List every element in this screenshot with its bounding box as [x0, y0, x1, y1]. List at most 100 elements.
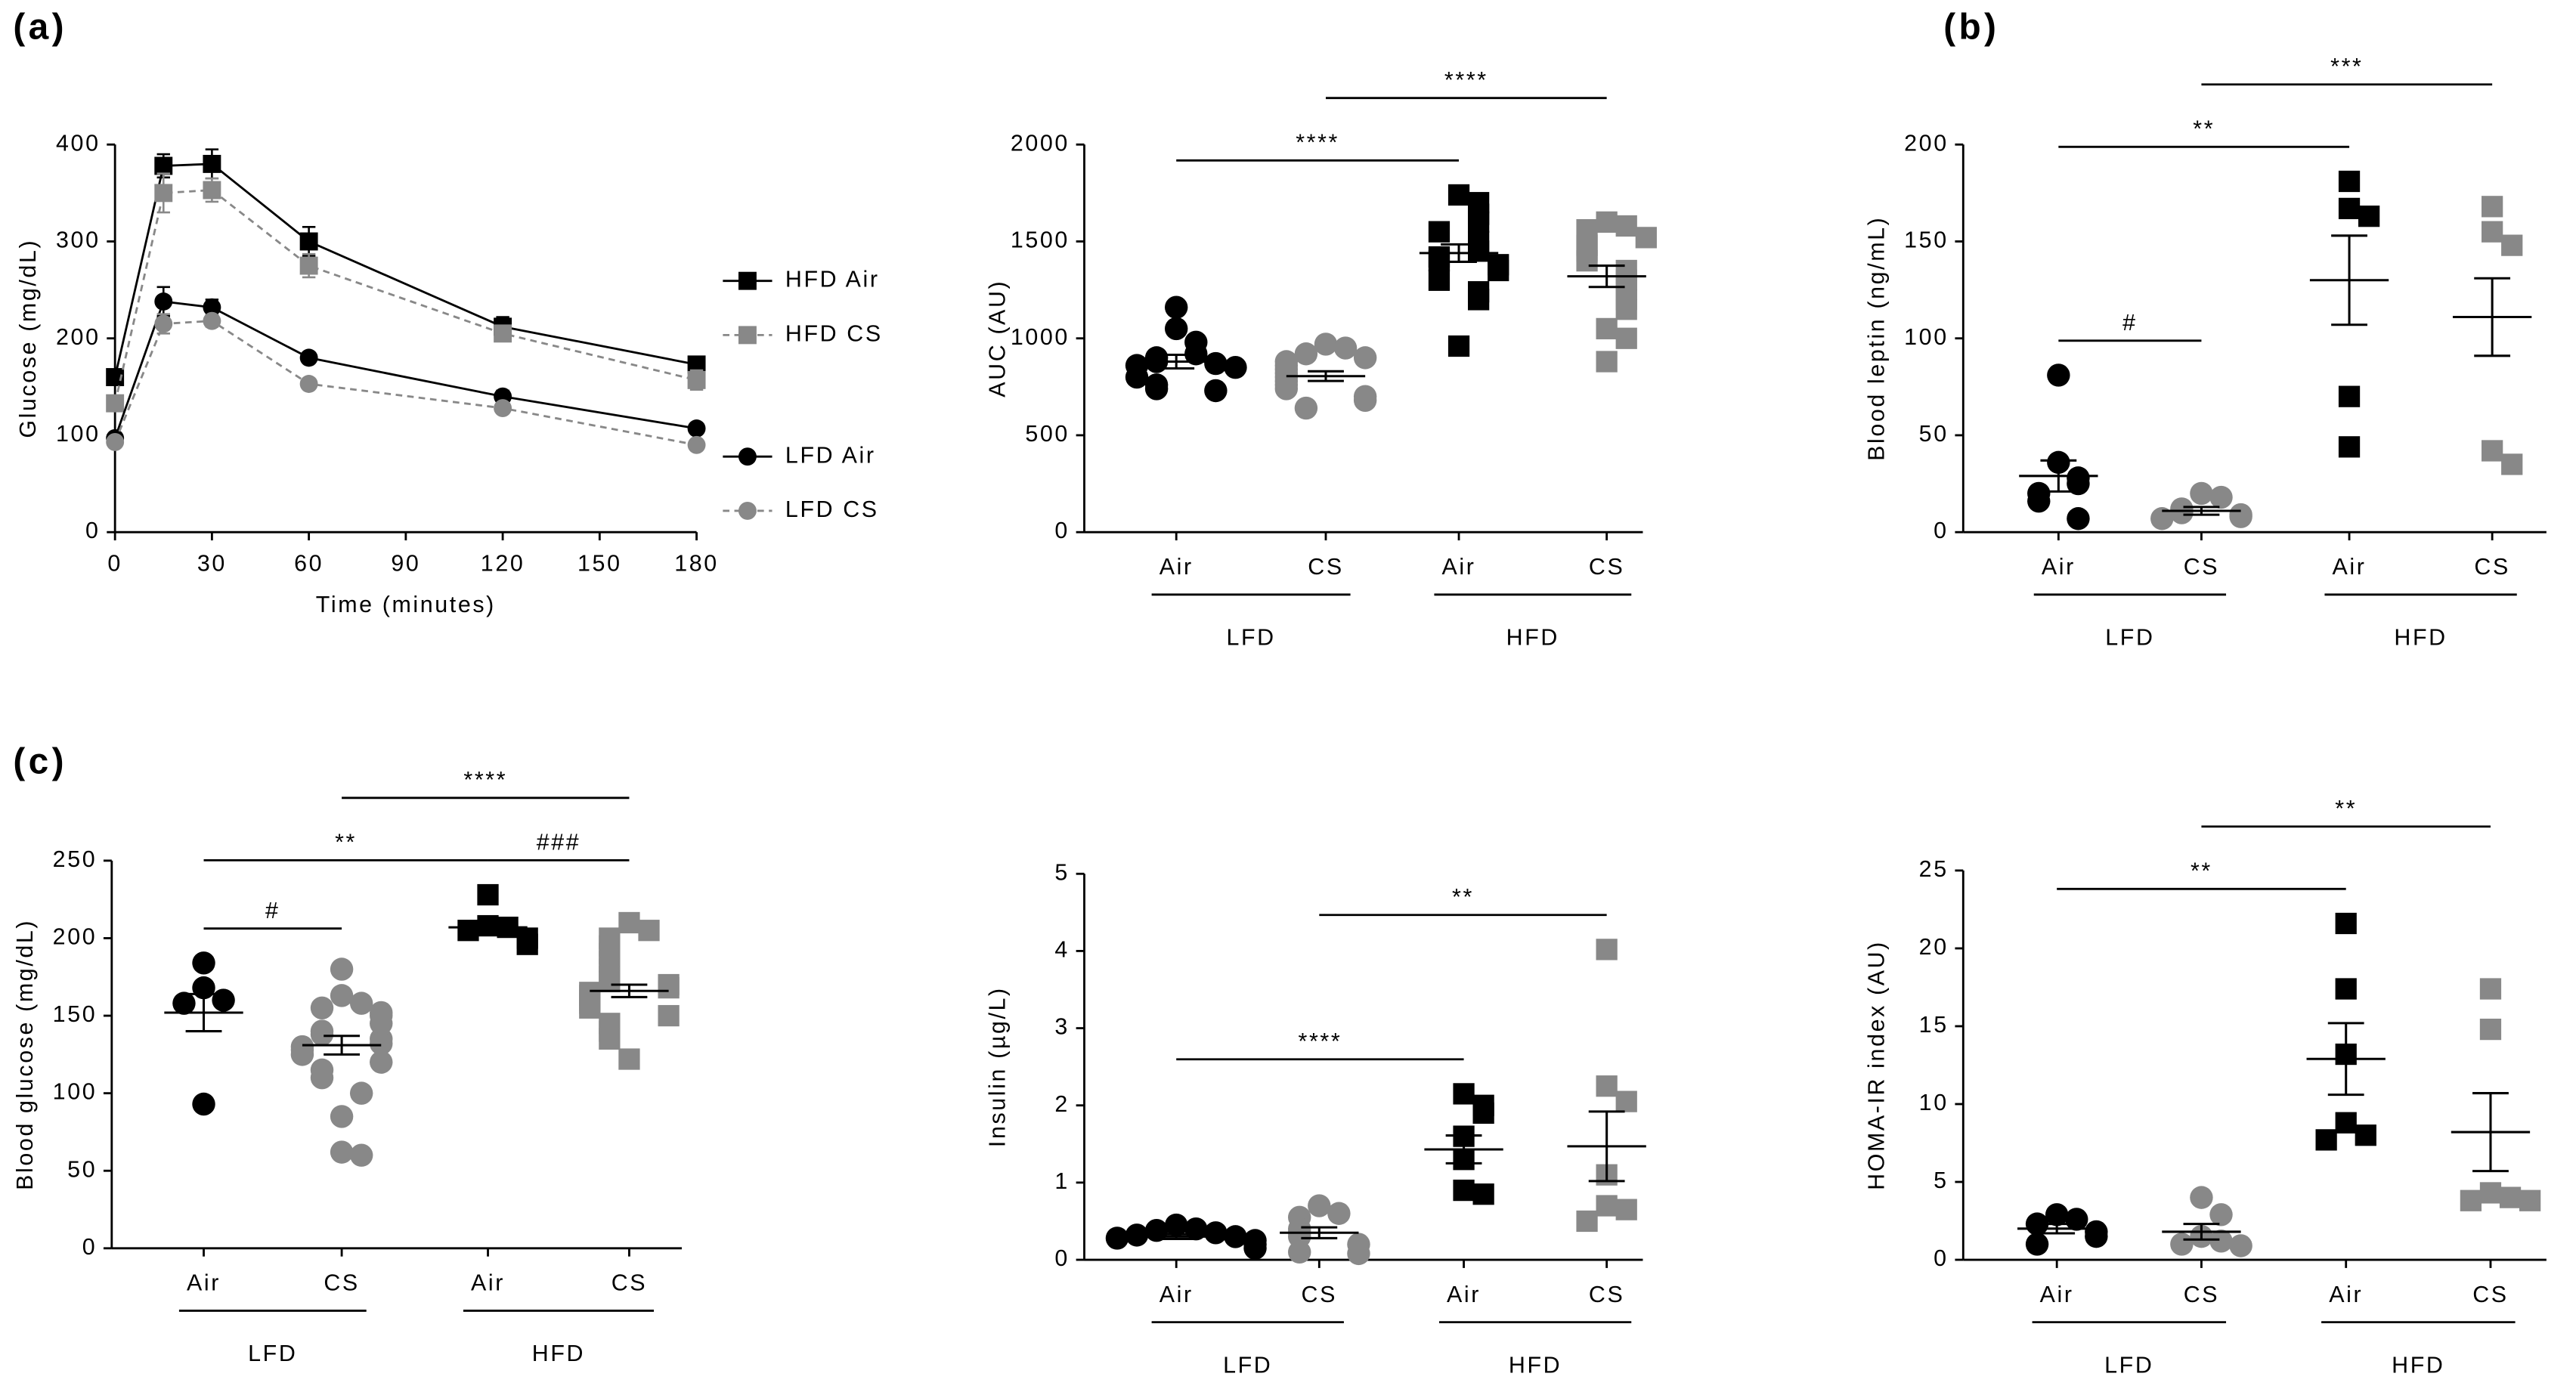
sem-bar: [1441, 243, 1477, 263]
significance-label: **: [335, 830, 357, 855]
square-marker: [2479, 978, 2502, 1000]
series-line: [113, 162, 697, 378]
y-tick-label: 0: [85, 518, 101, 543]
square-marker: [2355, 1124, 2376, 1146]
square-marker: [154, 184, 173, 203]
square-marker: [154, 156, 173, 175]
circle-marker: [349, 1081, 373, 1105]
circle-marker: [2190, 1186, 2213, 1209]
circle-marker: [1105, 1227, 1129, 1250]
y-tick-label: 150: [53, 1001, 98, 1027]
sem-bar: [2472, 1092, 2509, 1173]
square-marker: [738, 326, 757, 345]
y-tick-label: 400: [56, 130, 101, 156]
square-marker: [2335, 978, 2357, 1000]
group-label: HFD: [1509, 1352, 1562, 1378]
y-tick-label: 200: [53, 924, 98, 950]
y-tick-label: 100: [53, 1079, 98, 1105]
circle-marker: [290, 1043, 314, 1066]
square-marker: [2482, 196, 2503, 218]
x-tick-label: Air: [2329, 1282, 2363, 1307]
circle-marker: [310, 1022, 334, 1046]
square-marker: [687, 355, 706, 374]
significance-label: **: [2191, 858, 2212, 884]
square-marker: [1576, 1210, 1598, 1233]
circle-marker: [1243, 1236, 1267, 1260]
square-marker: [1428, 221, 1451, 243]
square-marker: [1447, 184, 1470, 206]
sem-bar: [1158, 354, 1195, 370]
square-marker: [618, 1048, 640, 1070]
y-tick-label: 3: [1054, 1014, 1070, 1040]
sem-bar: [1588, 264, 1625, 289]
circle-marker: [2067, 507, 2090, 531]
square-marker: [638, 920, 660, 942]
x-tick-label: CS: [1302, 1282, 1337, 1307]
circle-marker: [370, 1032, 393, 1056]
circle-marker: [1327, 1202, 1351, 1225]
sem-bar: [2474, 277, 2511, 357]
square-marker: [1615, 327, 1637, 349]
y-tick-label: 250: [53, 846, 98, 872]
circle-marker: [212, 988, 235, 1012]
square-marker: [1472, 1102, 1494, 1124]
circle-marker: [1274, 377, 1299, 401]
circle-marker: [1347, 1242, 1370, 1266]
square-marker: [2501, 234, 2523, 256]
square-marker: [1596, 1195, 1618, 1217]
circle-marker: [2209, 1230, 2233, 1253]
square-marker: [1467, 211, 1490, 233]
x-tick-label: CS: [2472, 1282, 2508, 1307]
circle-marker: [494, 399, 512, 418]
y-tick-label: 100: [56, 421, 101, 447]
circle-marker: [2209, 1203, 2233, 1227]
square-marker: [1596, 1075, 1618, 1097]
square-marker: [1467, 289, 1490, 311]
x-tick-label: CS: [1308, 554, 1343, 580]
square-marker: [2482, 440, 2503, 462]
square-marker: [457, 920, 479, 942]
y-tick-label: 100: [1904, 324, 1949, 350]
circle-marker: [2150, 507, 2174, 531]
sem-bar: [1301, 1226, 1338, 1239]
significance-label: **: [1452, 884, 1474, 910]
circle-marker: [2170, 501, 2194, 524]
square-marker: [658, 1004, 680, 1027]
circle-marker: [2209, 485, 2233, 509]
y-tick-label: 0: [1054, 1245, 1070, 1271]
circle-marker: [203, 311, 221, 330]
circle-marker: [154, 314, 173, 333]
circle-marker: [1125, 365, 1149, 389]
square-marker: [1596, 317, 1618, 340]
circle-marker: [2045, 1203, 2069, 1227]
x-tick-label: 180: [674, 551, 719, 577]
x-tick-label: CS: [611, 1270, 647, 1296]
x-tick-label: Air: [2042, 554, 2076, 580]
sem-bar: [1588, 1110, 1625, 1183]
square-marker: [738, 271, 757, 290]
significance-label: ***: [2330, 54, 2363, 79]
circle-marker: [299, 375, 318, 393]
panel-label: (a): [13, 8, 67, 48]
x-tick-label: Air: [187, 1270, 221, 1296]
circle-marker: [1288, 1240, 1311, 1264]
x-tick-label: 0: [107, 551, 122, 577]
circle-marker: [1164, 295, 1188, 319]
circle-marker: [1204, 351, 1228, 376]
series-line: [113, 189, 697, 404]
sem-bar: [1308, 370, 1344, 382]
group-label: LFD: [2104, 1352, 2153, 1378]
group-label: LFD: [248, 1341, 297, 1366]
significance-label: #: [265, 898, 280, 923]
circle-marker: [2170, 1233, 2194, 1256]
square-marker: [599, 1028, 621, 1050]
x-tick-label: 90: [391, 551, 420, 577]
panel: (b) 0 50 100 150 200 Blood leptin (ng/mL) Air CS…: [1863, 8, 2547, 651]
y-tick-label: 15: [1919, 1012, 1949, 1038]
sem-bar: [2327, 1022, 2364, 1097]
x-axis-label: Time (minutes): [316, 592, 496, 617]
circle-marker: [1224, 1225, 1247, 1248]
circle-marker: [349, 1143, 373, 1167]
y-tick-label: 2000: [1011, 130, 1070, 156]
